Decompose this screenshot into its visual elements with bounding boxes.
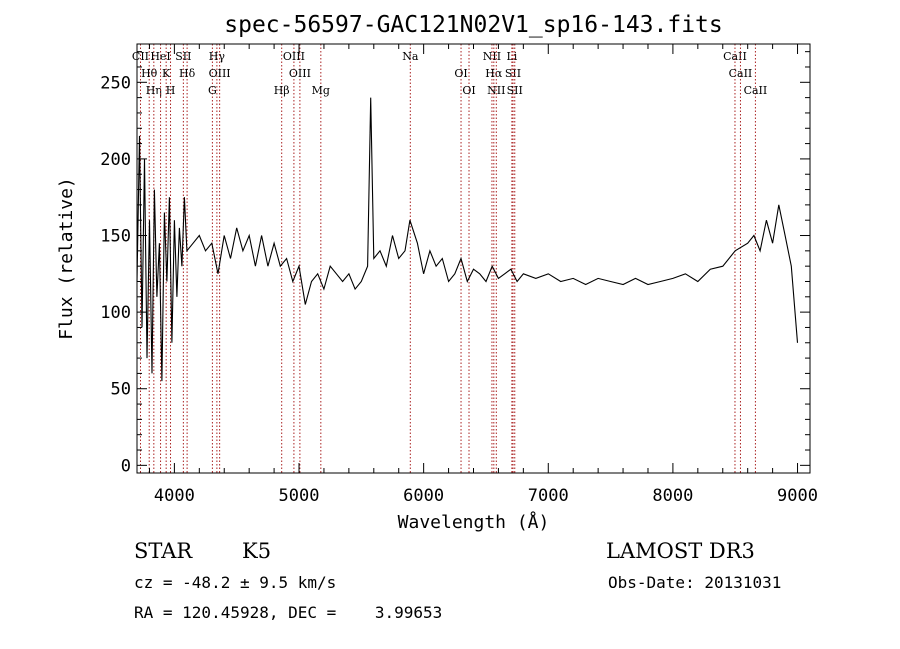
x-tick-label: 5000 bbox=[279, 486, 320, 506]
y-tick-label: 100 bbox=[100, 303, 131, 323]
x-tick-label: 8000 bbox=[652, 486, 693, 506]
line-marker-label: NII bbox=[483, 50, 501, 63]
x-tick-label: 4000 bbox=[154, 486, 195, 506]
y-axis-label: Flux (relative) bbox=[56, 177, 77, 340]
x-tick-label: 6000 bbox=[403, 486, 444, 506]
y-tick-label: 200 bbox=[100, 150, 131, 170]
chart-title: spec-56597-GAC121N02V1_sp16-143.fits bbox=[224, 12, 723, 38]
line-marker-label: SII bbox=[507, 84, 523, 97]
line-marker-label: OI bbox=[454, 67, 467, 80]
line-marker-label: Hη bbox=[146, 84, 162, 97]
line-marker-label: K bbox=[162, 67, 171, 80]
line-marker-label: Hθ bbox=[141, 67, 158, 80]
x-tick-label: 7000 bbox=[528, 486, 569, 506]
y-tick-label: 50 bbox=[111, 380, 131, 400]
line-marker-label: OIII bbox=[209, 67, 231, 80]
object-subclass: K5 bbox=[242, 539, 272, 563]
line-marker-label: CII bbox=[132, 50, 149, 63]
line-marker-label: Hα bbox=[485, 67, 503, 80]
object-class: STAR bbox=[134, 539, 193, 563]
plot-frame bbox=[136, 43, 811, 474]
line-marker-label: H bbox=[166, 84, 176, 97]
y-tick-label: 0 bbox=[121, 456, 131, 476]
line-marker-label: OI bbox=[462, 84, 475, 97]
line-marker-label: Li bbox=[506, 50, 517, 63]
x-axis-label: Wavelength (Å) bbox=[398, 511, 550, 533]
spectrum-line bbox=[136, 97, 799, 382]
sky-coordinates: RA = 120.45928, DEC = 3.99653 bbox=[134, 603, 443, 622]
line-marker-label: SII bbox=[505, 67, 521, 80]
line-marker-label: HeI bbox=[150, 50, 170, 63]
line-marker-label: Hγ bbox=[209, 50, 226, 63]
line-marker-label: OIII bbox=[283, 50, 305, 63]
observation-date: Obs-Date: 20131031 bbox=[608, 573, 782, 592]
line-marker-label: CaII bbox=[723, 50, 747, 63]
line-marker-label: Hδ bbox=[179, 67, 196, 80]
line-marker-label: SII bbox=[175, 50, 191, 63]
y-tick-label: 150 bbox=[100, 227, 131, 247]
y-tick-label: 250 bbox=[100, 73, 131, 93]
line-marker-label: OIII bbox=[289, 67, 311, 80]
redshift-velocity: cz = -48.2 ± 9.5 km/s bbox=[134, 573, 337, 592]
line-marker-label: NII bbox=[487, 84, 505, 97]
line-marker-label: Hβ bbox=[274, 84, 290, 97]
survey-label: LAMOST DR3 bbox=[606, 539, 755, 563]
line-marker-label: CaII bbox=[744, 84, 768, 97]
line-marker-label: G bbox=[208, 84, 217, 97]
line-marker-label: CaII bbox=[729, 67, 753, 80]
x-tick-label: 9000 bbox=[777, 486, 818, 506]
line-marker-label: Na bbox=[402, 50, 419, 63]
line-marker-label: Mg bbox=[312, 84, 330, 97]
